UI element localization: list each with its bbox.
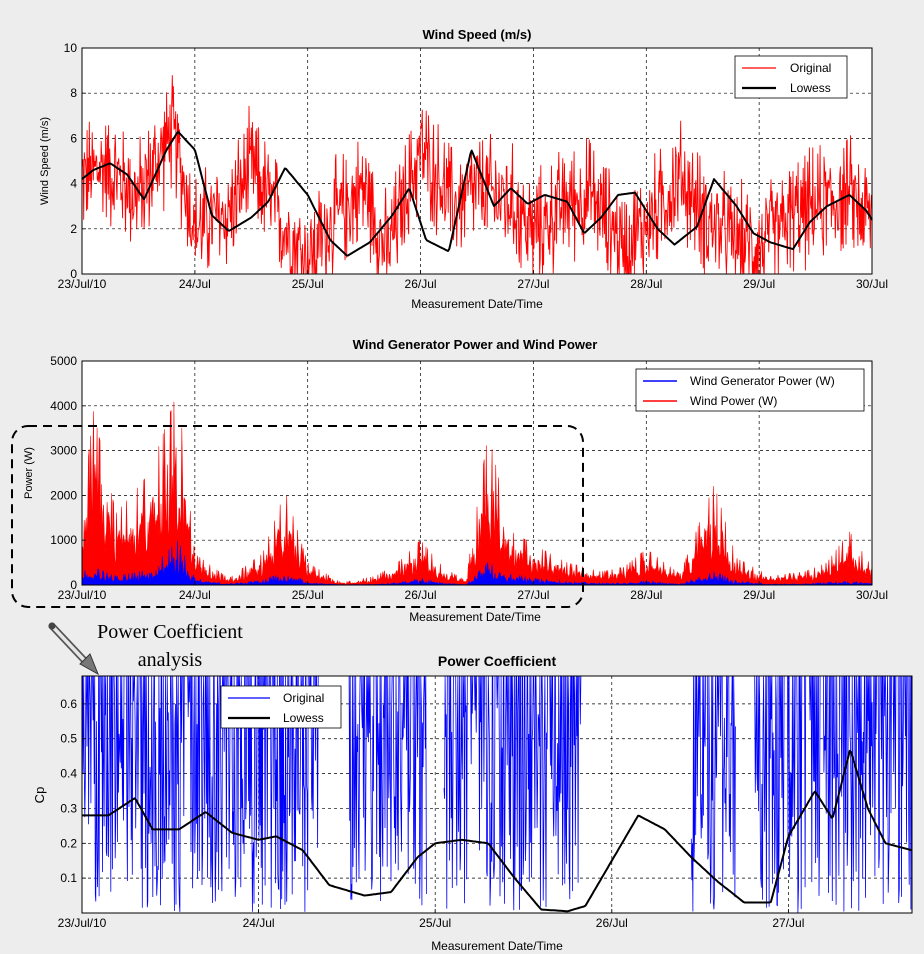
cp-legend-box [220,685,342,729]
legend-windpower-label: Wind Power (W) [690,394,777,408]
y-tick-label: 6 [70,131,77,145]
power-legend-box [635,368,865,412]
power-ylabel: Power (W) [23,447,35,499]
y-tick-label: 4 [70,177,77,191]
cp-xlabel: Measurement Date/Time [431,939,563,953]
y-tick-label: 0.5 [60,732,77,746]
x-tick-label: 24/Jul [179,277,211,291]
power-xlabel: Measurement Date/Time [409,610,541,624]
wind-speed-chart: 23/Jul/10 24/Jul 25/Jul 26/Jul 27/Jul 28/Jul 2… [39,27,888,311]
x-tick-label: 27/Jul [517,588,549,602]
x-tick-label: 29/Jul [743,277,775,291]
x-tick-label: 26/Jul [405,277,437,291]
x-tick-label: 28/Jul [630,588,662,602]
y-tick-label: 0 [70,578,77,592]
power-axes-frame [81,360,873,586]
x-tick-label: 27/Jul [772,916,804,930]
y-tick-label: 0.2 [60,836,77,850]
y-tick-label: 2000 [50,488,77,502]
x-tick-label: 28/Jul [630,277,662,291]
y-tick-label: 5000 [50,354,77,368]
x-tick-label: 25/Jul [292,588,324,602]
y-tick-label: 3000 [50,444,77,458]
x-tick-label: 23/Jul/10 [58,588,107,602]
x-tick-label: 25/Jul [419,916,451,930]
series-lowess-line [82,749,913,913]
wind-speed-legend-box [734,55,848,99]
legend-original-label: Original [790,61,831,75]
y-tick-label: 0.1 [60,871,77,885]
legend-generator-label: Wind Generator Power (W) [690,374,835,388]
power-title: Wind Generator Power and Wind Power [353,337,598,352]
x-tick-label: 30/Jul [856,588,888,602]
cp-ticks: 23/Jul/10 24/Jul 25/Jul 26/Jul 27/Jul 0.1 0.2 0… [58,697,805,930]
cp-legend-lowess-label: Lowess [283,711,324,725]
power-coefficient-chart: 23/Jul/10 24/Jul 25/Jul 26/Jul 27/Jul 0.1 0.2 0… [32,653,913,953]
x-tick-label: 25/Jul [292,277,324,291]
power-ticks: 23/Jul/10 24/Jul 25/Jul 26/Jul 27/Jul 28/Jul 2… [50,354,888,602]
x-tick-label: 26/Jul [405,588,437,602]
annotation-line-2: analysis [138,649,203,671]
power-chart: 23/Jul/10 24/Jul 25/Jul 26/Jul 27/Jul 28/Jul 2… [23,337,888,624]
y-tick-label: 4000 [50,399,77,413]
y-tick-label: 2 [70,222,77,236]
cp-ylabel: Cp [32,787,47,804]
y-tick-label: 0.6 [60,697,77,711]
series-lowess-line [81,130,873,257]
x-tick-label: 24/Jul [243,916,275,930]
y-tick-label: 0.4 [60,767,77,781]
series-generator-power-fill [81,540,873,586]
y-tick-label: 10 [64,41,78,55]
wind-speed-legend: Original Lowess [734,55,848,99]
y-tick-label: 8 [70,86,77,100]
cp-legend: Original Lowess [220,685,342,729]
wind-speed-ticks: 23/Jul/10 24/Jul 25/Jul 26/Jul 27/Jul 28/Jul 2… [58,41,888,291]
wind-speed-title: Wind Speed (m/s) [423,27,532,42]
highlight-region-box [11,425,584,608]
x-tick-label: 27/Jul [517,277,549,291]
x-tick-label: 23/Jul/10 [58,277,107,291]
pencil-arrow-icon [48,622,99,676]
analysis-annotation: Power Coefficient analysis [11,425,584,676]
legend-lowess-label: Lowess [790,81,831,95]
wind-speed-xlabel: Measurement Date/Time [411,297,543,311]
wind-speed-axes-frame [81,47,873,275]
x-tick-label: 30/Jul [856,277,888,291]
wind-speed-ylabel: Wind Speed (m/s) [39,117,51,205]
power-legend: Wind Generator Power (W) Wind Power (W) [635,368,865,412]
series-wind-power-fill [81,401,873,586]
wind-speed-series [81,75,873,275]
y-tick-label: 0.3 [60,801,77,815]
cp-legend-original-label: Original [283,691,324,705]
series-original-line [81,75,873,275]
x-tick-label: 23/Jul/10 [58,916,107,930]
y-tick-label: 1000 [50,533,77,547]
cp-axes-frame [81,675,913,914]
y-tick-label: 0 [70,267,77,281]
power-series [81,401,873,586]
annotation-line-1: Power Coefficient [97,621,243,643]
cp-title: Power Coefficient [438,653,557,669]
x-tick-label: 26/Jul [596,916,628,930]
x-tick-label: 29/Jul [743,588,775,602]
x-tick-label: 24/Jul [179,588,211,602]
